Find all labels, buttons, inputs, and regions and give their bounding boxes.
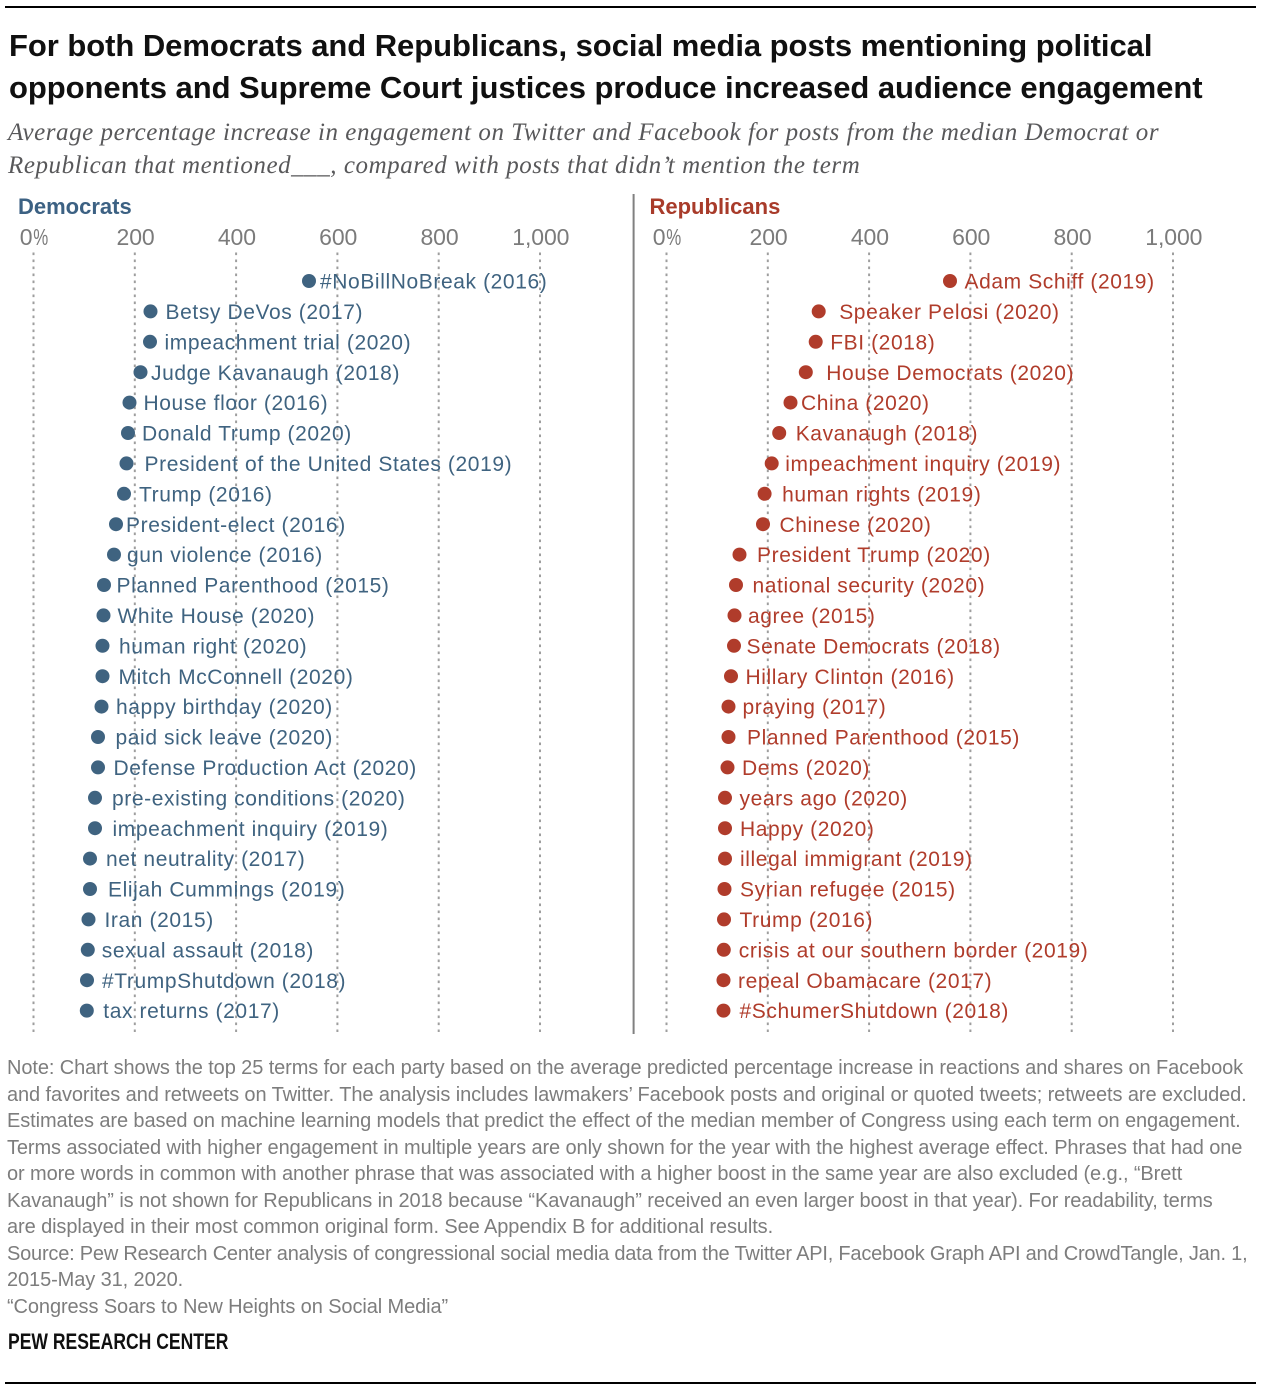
svg-text:impeachment inquiry (2019): impeachment inquiry (2019) <box>113 818 389 841</box>
svg-text:Elijah Cummings (2019): Elijah Cummings (2019) <box>108 879 345 902</box>
svg-text:#SchumerShutdown (2018): #SchumerShutdown (2018) <box>740 1000 1009 1023</box>
svg-text:House Democrats (2020): House Democrats (2020) <box>826 362 1074 385</box>
svg-text:happy birthday (2020): happy birthday (2020) <box>116 696 333 719</box>
svg-text:illegal immigrant (2019): illegal immigrant (2019) <box>740 848 973 871</box>
svg-text:impeachment inquiry (2019): impeachment inquiry (2019) <box>785 453 1061 476</box>
svg-text:Happy (2020): Happy (2020) <box>740 818 874 841</box>
svg-text:Planned Parenthood (2015): Planned Parenthood (2015) <box>117 575 390 598</box>
svg-text:%: % <box>33 224 48 250</box>
svg-text:Syrian refugee (2015): Syrian refugee (2015) <box>740 879 956 902</box>
svg-text:400: 400 <box>851 224 889 250</box>
svg-text:national security (2020): national security (2020) <box>753 575 986 598</box>
svg-text:Mitch McConnell (2020): Mitch McConnell (2020) <box>119 666 354 689</box>
svg-text:#TrumpShutdown (2018): #TrumpShutdown (2018) <box>102 970 346 993</box>
svg-text:net neutrality (2017): net neutrality (2017) <box>106 848 305 871</box>
svg-text:Senate Democrats (2018): Senate Democrats (2018) <box>747 635 1001 658</box>
svg-text:Trump (2016): Trump (2016) <box>139 483 273 506</box>
svg-text:1,000: 1,000 <box>1145 224 1202 250</box>
svg-text:1,000: 1,000 <box>512 224 569 250</box>
svg-text:Judge Kavanaugh (2018): Judge Kavanaugh (2018) <box>151 362 400 385</box>
svg-text:pre-existing conditions (2020): pre-existing conditions (2020) <box>112 787 405 810</box>
svg-text:200: 200 <box>750 224 788 250</box>
svg-text:Adam Schiff (2019): Adam Schiff (2019) <box>965 271 1155 294</box>
svg-text:0: 0 <box>653 224 666 250</box>
svg-text:years ago (2020): years ago (2020) <box>740 787 908 810</box>
svg-text:Donald Trump (2020): Donald Trump (2020) <box>142 423 352 446</box>
svg-text:800: 800 <box>1053 224 1091 250</box>
svg-text:gun violence (2016): gun violence (2016) <box>127 544 323 567</box>
svg-text:crisis at our southern border: crisis at our southern border (2019) <box>739 939 1089 962</box>
svg-text:China (2020): China (2020) <box>801 392 930 415</box>
svg-text:Dems (2020): Dems (2020) <box>742 757 870 780</box>
svg-text:Planned Parenthood (2015): Planned Parenthood (2015) <box>747 727 1020 750</box>
svg-text:Chinese (2020): Chinese (2020) <box>780 514 932 537</box>
svg-text:400: 400 <box>218 224 256 250</box>
svg-text:repeal Obamacare (2017): repeal Obamacare (2017) <box>738 970 992 993</box>
svg-text:human rights (2019): human rights (2019) <box>782 483 981 506</box>
svg-text:agree (2015): agree (2015) <box>748 605 875 628</box>
svg-text:paid sick leave (2020): paid sick leave (2020) <box>116 727 333 750</box>
svg-text:President Trump (2020): President Trump (2020) <box>757 544 991 567</box>
svg-text:tax returns (2017): tax returns (2017) <box>103 1000 280 1023</box>
svg-text:Iran (2015): Iran (2015) <box>105 909 214 932</box>
svg-text:200: 200 <box>117 224 155 250</box>
svg-text:%: % <box>666 224 681 250</box>
svg-text:sexual assault (2018): sexual assault (2018) <box>102 939 314 962</box>
svg-text:White House (2020): White House (2020) <box>118 605 316 628</box>
svg-text:Hillary Clinton (2016): Hillary Clinton (2016) <box>746 666 955 689</box>
svg-text:FBI (2018): FBI (2018) <box>830 331 935 354</box>
svg-text:praying (2017): praying (2017) <box>743 696 887 719</box>
svg-text:impeachment trial (2020): impeachment trial (2020) <box>165 331 412 354</box>
svg-text:President of the United States: President of the United States (2019) <box>145 453 513 476</box>
svg-text:Defense Production Act (2020): Defense Production Act (2020) <box>114 757 417 780</box>
svg-text:human right (2020): human right (2020) <box>119 635 307 658</box>
svg-text:Trump (2016): Trump (2016) <box>740 909 874 932</box>
svg-text:600: 600 <box>952 224 990 250</box>
svg-text:House floor (2016): House floor (2016) <box>144 392 329 415</box>
svg-text:President-elect (2016): President-elect (2016) <box>126 514 346 537</box>
svg-text:Kavanaugh (2018): Kavanaugh (2018) <box>796 423 978 446</box>
svg-text:Betsy DeVos (2017): Betsy DeVos (2017) <box>166 301 364 324</box>
svg-text:0: 0 <box>20 224 33 250</box>
svg-text:Democrats: Democrats <box>18 194 132 219</box>
svg-text:800: 800 <box>420 224 458 250</box>
svg-text:Speaker Pelosi (2020): Speaker Pelosi (2020) <box>839 301 1059 324</box>
svg-text:600: 600 <box>319 224 357 250</box>
svg-text:Republicans: Republicans <box>650 194 781 219</box>
svg-text:#NoBillNoBreak (2016): #NoBillNoBreak (2016) <box>320 271 547 294</box>
